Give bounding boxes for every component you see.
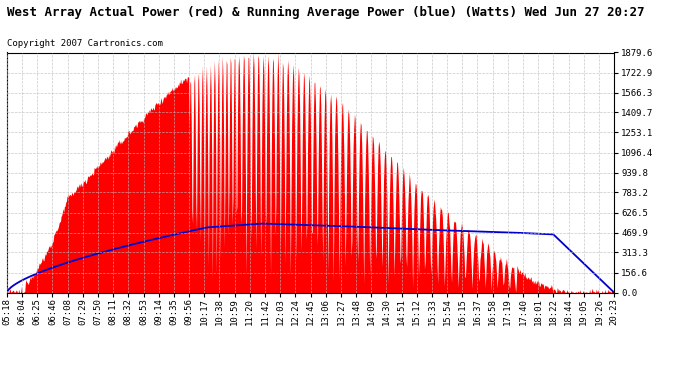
Text: West Array Actual Power (red) & Running Average Power (blue) (Watts) Wed Jun 27 : West Array Actual Power (red) & Running …: [7, 6, 644, 19]
Text: Copyright 2007 Cartronics.com: Copyright 2007 Cartronics.com: [7, 39, 163, 48]
